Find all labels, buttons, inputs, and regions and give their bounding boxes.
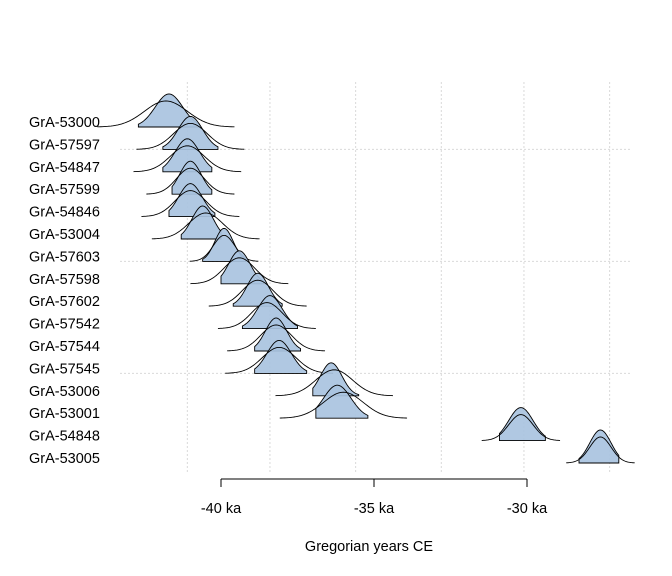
- prior-curve: [217, 302, 316, 329]
- sample-ridge: [151, 205, 260, 240]
- sample-label: GrA-57597: [29, 137, 100, 153]
- sample-label: GrA-57602: [29, 294, 100, 310]
- sample-ridge: [141, 183, 240, 218]
- sample-label: GrA-53000: [29, 115, 100, 131]
- ridges-layer: [97, 93, 635, 464]
- sample-ridge: [566, 429, 635, 464]
- sample-label: GrA-53005: [29, 451, 100, 467]
- sample-label: GrA-57544: [29, 339, 100, 355]
- posterior-area: [254, 339, 308, 374]
- prior-curve: [146, 167, 235, 195]
- prior-curve: [481, 414, 561, 441]
- posterior-area: [162, 115, 219, 150]
- x-axis-title: Gregorian years CE: [305, 539, 433, 555]
- sample-ridge: [225, 339, 334, 374]
- posterior-area: [499, 407, 546, 442]
- x-tick-label: -40 ka: [201, 501, 242, 517]
- sample-label: GrA-57598: [29, 272, 100, 288]
- prior-curve: [208, 279, 307, 307]
- prior-curve: [275, 369, 393, 397]
- sample-label: GrA-54848: [29, 429, 100, 445]
- prior-curve: [141, 190, 240, 217]
- sample-label: GrA-53001: [29, 406, 100, 422]
- prior-curve: [225, 346, 334, 374]
- prior-curve: [190, 257, 289, 285]
- sample-ridge: [146, 160, 235, 195]
- sample-ridge: [97, 93, 235, 128]
- sample-ridge: [227, 317, 326, 352]
- sample-ridge: [217, 295, 316, 330]
- sample-ridge: [481, 407, 561, 442]
- posterior-area: [578, 429, 620, 464]
- sample-label: GrA-57542: [29, 317, 100, 333]
- posterior-area: [162, 138, 213, 173]
- sample-label: GrA-57545: [29, 361, 100, 377]
- sample-label: GrA-57603: [29, 249, 100, 265]
- sample-labels: GrA-53000 GrA-57597 GrA-54847 GrA-57599 GrA-…: [29, 115, 100, 467]
- sample-ridge: [136, 115, 245, 150]
- x-tick-label: -30 ka: [507, 501, 548, 517]
- sample-label: GrA-54846: [29, 205, 100, 221]
- x-axis: -40 ka -35 ka -30 ka: [201, 478, 548, 517]
- prior-curve: [133, 145, 242, 173]
- sample-ridge: [275, 362, 393, 397]
- prior-curve: [97, 100, 235, 128]
- posterior-area: [180, 205, 222, 240]
- prior-curve: [279, 391, 408, 419]
- prior-curve: [566, 436, 635, 464]
- x-tick-label: -35 ka: [354, 501, 395, 517]
- sample-ridge: [279, 384, 408, 419]
- prior-curve: [227, 324, 326, 352]
- sample-label: GrA-53006: [29, 384, 100, 400]
- posterior-area: [254, 317, 302, 352]
- sample-ridge: [133, 138, 242, 173]
- prior-curve: [151, 212, 260, 240]
- prior-curve: [136, 122, 245, 150]
- sample-label: GrA-54847: [29, 160, 100, 176]
- sample-label: GrA-53004: [29, 227, 100, 243]
- sample-label: GrA-57599: [29, 182, 100, 198]
- posterior-area: [315, 384, 369, 419]
